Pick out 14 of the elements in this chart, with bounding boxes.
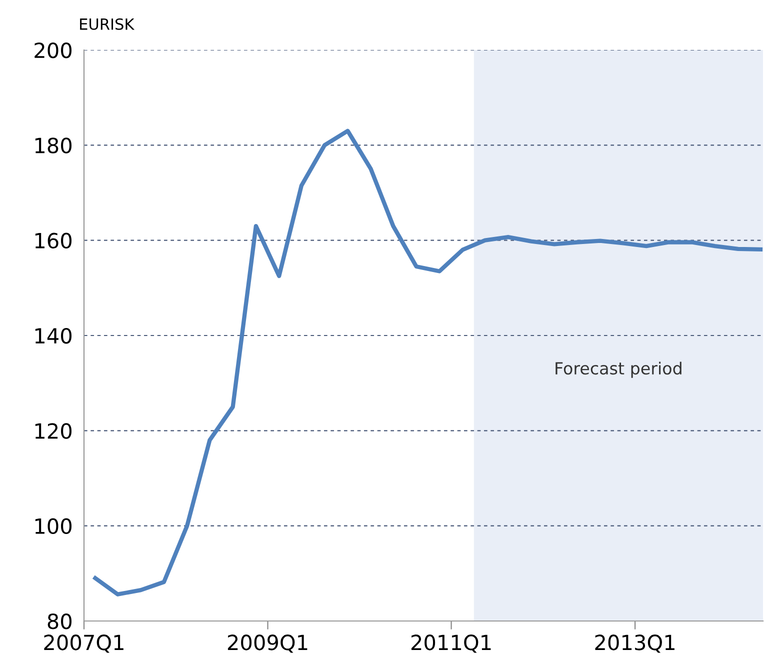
band-label: Forecast period (556, 362, 682, 378)
y-tick-label: 100 (35, 518, 72, 534)
y-axis-title: EURISK (80, 18, 135, 30)
x-tick-label: 2011Q1 (411, 634, 491, 653)
x-tick-label: 2013Q1 (595, 634, 674, 653)
y-tick-label: 140 (35, 328, 72, 344)
x-tick-label: 2009Q1 (228, 634, 308, 653)
x-tick-label: 2007Q1 (44, 634, 124, 653)
y-tick-label: 200 (34, 42, 72, 58)
y-tick-label: 80 (48, 613, 72, 630)
y-tick-label: 120 (35, 423, 72, 439)
line-series (93, 128, 763, 596)
y-tick-label: 180 (35, 138, 72, 154)
y-tick-label: 160 (35, 232, 72, 249)
